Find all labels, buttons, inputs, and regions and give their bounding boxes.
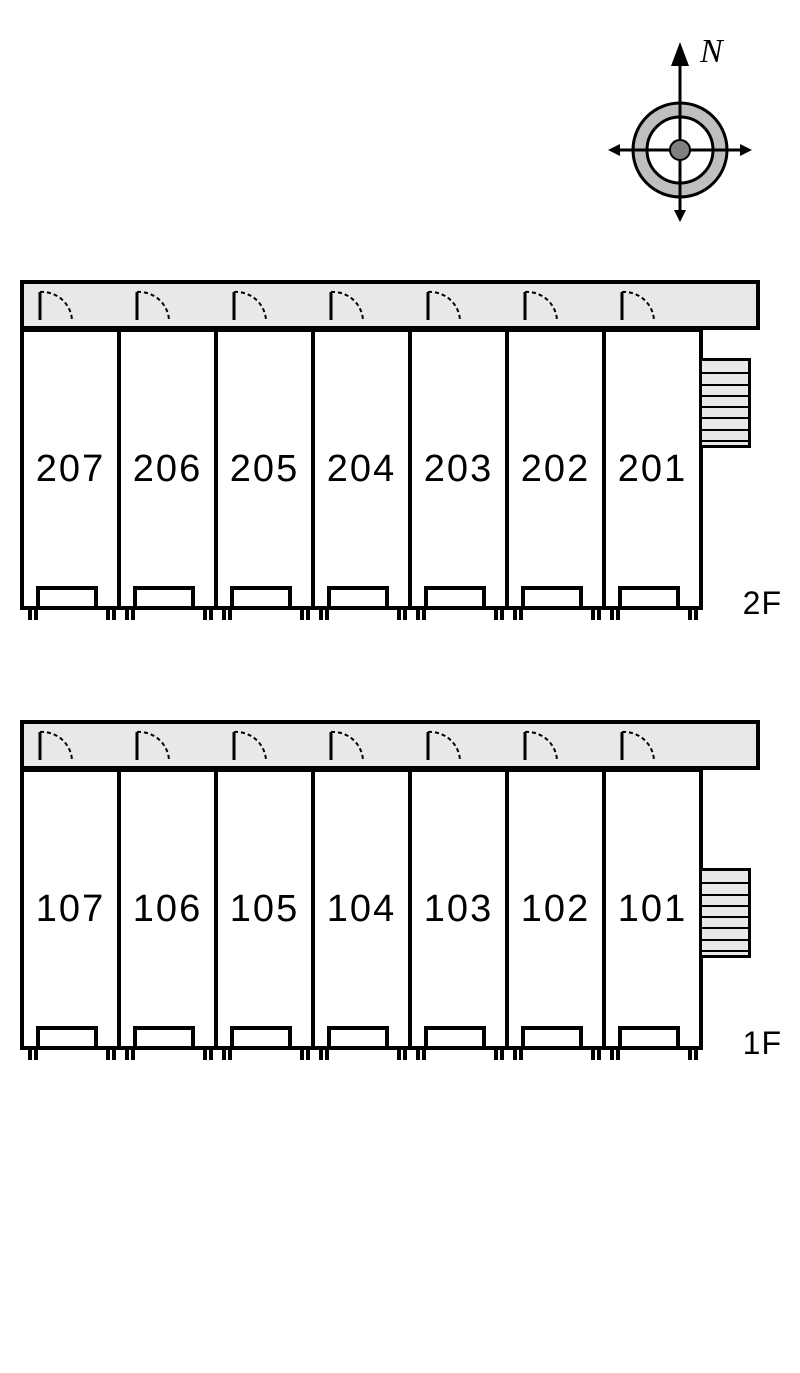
floor-plan: 107 106 105 104 103 102 101 1F <box>20 720 780 1072</box>
unit: 202 <box>505 328 606 610</box>
door-icon <box>232 726 272 762</box>
unit-label: 103 <box>424 888 493 931</box>
unit: 101 <box>602 768 703 1050</box>
unit: 103 <box>408 768 509 1050</box>
stairs <box>699 358 751 448</box>
unit-label: 102 <box>521 888 590 931</box>
unit-row: 107 106 105 104 103 102 101 <box>20 768 703 1050</box>
unit-label: 203 <box>424 448 493 491</box>
unit-label: 107 <box>36 888 105 931</box>
unit-label: 207 <box>36 448 105 491</box>
unit-label: 201 <box>618 448 687 491</box>
unit: 206 <box>117 328 218 610</box>
unit: 106 <box>117 768 218 1050</box>
door-icon <box>135 286 175 322</box>
unit-label: 206 <box>133 448 202 491</box>
unit: 102 <box>505 768 606 1050</box>
floor-plan: 207 206 205 204 203 202 201 2F <box>20 280 780 632</box>
unit-label: 105 <box>230 888 299 931</box>
unit-label: 104 <box>327 888 396 931</box>
door-icon <box>426 286 466 322</box>
unit-label: 202 <box>521 448 590 491</box>
door-icon <box>38 286 78 322</box>
door-icon <box>38 726 78 762</box>
unit-label: 106 <box>133 888 202 931</box>
door-icon <box>620 726 660 762</box>
door-icon <box>426 726 466 762</box>
unit: 107 <box>20 768 121 1050</box>
unit-label: 101 <box>618 888 687 931</box>
stairs <box>699 868 751 958</box>
door-icon <box>523 286 563 322</box>
door-icon <box>135 726 175 762</box>
unit-label: 205 <box>230 448 299 491</box>
door-icon <box>523 726 563 762</box>
unit: 207 <box>20 328 121 610</box>
unit-row: 207 206 205 204 203 202 201 <box>20 328 703 610</box>
unit-label: 204 <box>327 448 396 491</box>
door-icon <box>329 726 369 762</box>
door-icon <box>620 286 660 322</box>
unit: 201 <box>602 328 703 610</box>
unit: 104 <box>311 768 412 1050</box>
compass-north-label: N <box>699 33 725 70</box>
unit: 204 <box>311 328 412 610</box>
compass: N <box>600 30 760 230</box>
unit: 105 <box>214 768 315 1050</box>
door-icon <box>232 286 272 322</box>
unit: 205 <box>214 328 315 610</box>
unit: 203 <box>408 328 509 610</box>
floor-label: 2F <box>743 585 782 622</box>
floor-label: 1F <box>743 1025 782 1062</box>
door-icon <box>329 286 369 322</box>
